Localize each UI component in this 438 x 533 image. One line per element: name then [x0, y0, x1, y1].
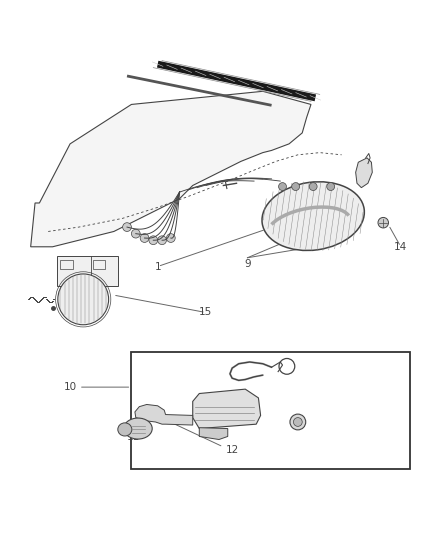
Bar — [131, 352, 410, 469]
Circle shape — [140, 233, 149, 243]
Polygon shape — [356, 158, 372, 188]
Polygon shape — [199, 427, 228, 440]
Circle shape — [290, 414, 306, 430]
Text: 10: 10 — [64, 382, 77, 392]
Circle shape — [292, 183, 300, 190]
Polygon shape — [193, 389, 261, 429]
Bar — [93, 260, 105, 269]
Circle shape — [158, 236, 166, 245]
Circle shape — [58, 274, 109, 325]
Text: 1: 1 — [154, 262, 161, 271]
Ellipse shape — [118, 423, 132, 436]
Circle shape — [293, 418, 302, 426]
Circle shape — [279, 183, 286, 190]
Circle shape — [166, 233, 175, 243]
Polygon shape — [135, 405, 193, 425]
Circle shape — [378, 217, 389, 228]
Text: 12: 12 — [226, 445, 239, 455]
Bar — [57, 255, 118, 286]
Circle shape — [131, 229, 140, 238]
Text: 14: 14 — [394, 242, 407, 252]
Circle shape — [327, 183, 335, 190]
Text: 15: 15 — [199, 308, 212, 318]
Circle shape — [123, 223, 131, 231]
Bar — [60, 260, 73, 269]
Text: 11: 11 — [127, 432, 140, 442]
Ellipse shape — [124, 418, 152, 439]
Ellipse shape — [262, 182, 364, 251]
Circle shape — [309, 183, 317, 190]
Polygon shape — [31, 91, 311, 247]
Circle shape — [149, 236, 158, 245]
Text: 9: 9 — [244, 260, 251, 269]
